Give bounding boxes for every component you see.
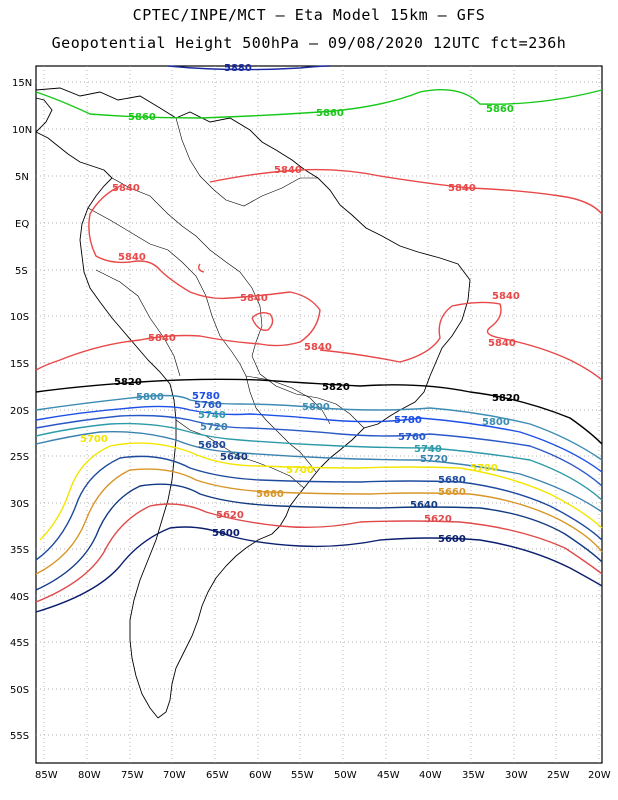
- contour-5640: [36, 484, 602, 590]
- contour-label: 5840: [488, 338, 516, 349]
- contour-5740: [36, 424, 602, 500]
- contour-label: 5860: [486, 104, 514, 115]
- contour-lines: [36, 66, 602, 612]
- contour-label: 5600: [438, 534, 466, 545]
- lat-label: 25S: [10, 452, 29, 463]
- lon-label: 25W: [547, 770, 570, 781]
- lon-label: 45W: [377, 770, 400, 781]
- lon-label: 85W: [35, 770, 58, 781]
- lon-label: 70W: [163, 770, 186, 781]
- map-frame: [36, 66, 602, 763]
- contour-5840: [36, 186, 320, 370]
- contour-label: 5840: [304, 342, 332, 353]
- lon-label: 20W: [588, 770, 611, 781]
- lon-label: 80W: [78, 770, 101, 781]
- contour-5840: [252, 313, 273, 331]
- contour-labels: 5880 5860 5860 5860 5840 5840 5840 5840 5840 5840…: [80, 63, 520, 545]
- coastline: [36, 88, 470, 718]
- longitude-axis: 85W 80W 75W 70W 65W 60W 55W 50W 45W 40W …: [35, 770, 611, 781]
- lat-label: 15N: [12, 78, 32, 89]
- lat-label: 5S: [15, 266, 28, 277]
- contour-label: 5860: [128, 112, 156, 123]
- contour-label: 5840: [448, 183, 476, 194]
- contour-label: 5700: [470, 463, 498, 474]
- lat-label: 40S: [10, 592, 29, 603]
- contour-label: 5840: [112, 183, 140, 194]
- contour-label: 5620: [216, 510, 244, 521]
- lat-label: 55S: [10, 731, 29, 742]
- lat-label: EQ: [15, 219, 29, 230]
- map-figure: 15N 10N 5N EQ 5S 10S 15S 20S 25S 30S 35S…: [0, 0, 618, 800]
- contour-label: 5640: [220, 452, 248, 463]
- lon-label: 65W: [206, 770, 229, 781]
- contour-label: 5720: [420, 454, 448, 465]
- contour-label: 5800: [136, 392, 164, 403]
- contour-5660: [36, 469, 602, 574]
- contour-5680: [36, 456, 602, 560]
- contour-label: 5700: [286, 465, 314, 476]
- contour-label: 5820: [322, 382, 350, 393]
- lon-label: 30W: [505, 770, 528, 781]
- contour-label: 5800: [482, 417, 510, 428]
- contour-5620: [36, 504, 602, 602]
- gridlines: [36, 66, 602, 763]
- contour-label: 5740: [198, 410, 226, 421]
- contour-5840: [320, 302, 602, 380]
- contour-5840: [199, 264, 204, 272]
- lon-label: 35W: [462, 770, 485, 781]
- contour-label: 5760: [398, 432, 426, 443]
- contour-label: 5840: [148, 333, 176, 344]
- contour-label: 5800: [302, 402, 330, 413]
- contour-label: 5720: [200, 422, 228, 433]
- contour-label: 5880: [224, 63, 252, 74]
- lat-label: 30S: [10, 499, 29, 510]
- contour-label: 5660: [256, 489, 284, 500]
- lat-label: 10N: [12, 125, 32, 136]
- lat-label: 5N: [15, 172, 29, 183]
- contour-label: 5640: [410, 500, 438, 511]
- lon-label: 40W: [419, 770, 442, 781]
- lat-label: 15S: [10, 359, 29, 370]
- lon-label: 50W: [334, 770, 357, 781]
- contour-label: 5840: [118, 252, 146, 263]
- lon-label: 55W: [291, 770, 314, 781]
- lat-label: 20S: [10, 406, 29, 417]
- contour-label: 5840: [274, 165, 302, 176]
- lat-label: 50S: [10, 685, 29, 696]
- lon-label: 75W: [121, 770, 144, 781]
- contour-label: 5780: [394, 415, 422, 426]
- contour-label: 5840: [240, 293, 268, 304]
- contour-label: 5700: [80, 434, 108, 445]
- lat-label: 10S: [10, 312, 29, 323]
- contour-label: 5620: [424, 514, 452, 525]
- contour-5600: [36, 527, 602, 612]
- contour-label: 5600: [212, 528, 240, 539]
- contour-label: 5820: [114, 377, 142, 388]
- contour-label: 5680: [438, 475, 466, 486]
- contour-label: 5840: [492, 291, 520, 302]
- lat-label: 35S: [10, 545, 29, 556]
- latitude-axis: 15N 10N 5N EQ 5S 10S 15S 20S 25S 30S 35S…: [10, 78, 32, 742]
- contour-label: 5680: [198, 440, 226, 451]
- contour-label: 5820: [492, 393, 520, 404]
- lon-label: 60W: [249, 770, 272, 781]
- lat-label: 45S: [10, 638, 29, 649]
- contour-label: 5860: [316, 108, 344, 119]
- contour-label: 5660: [438, 487, 466, 498]
